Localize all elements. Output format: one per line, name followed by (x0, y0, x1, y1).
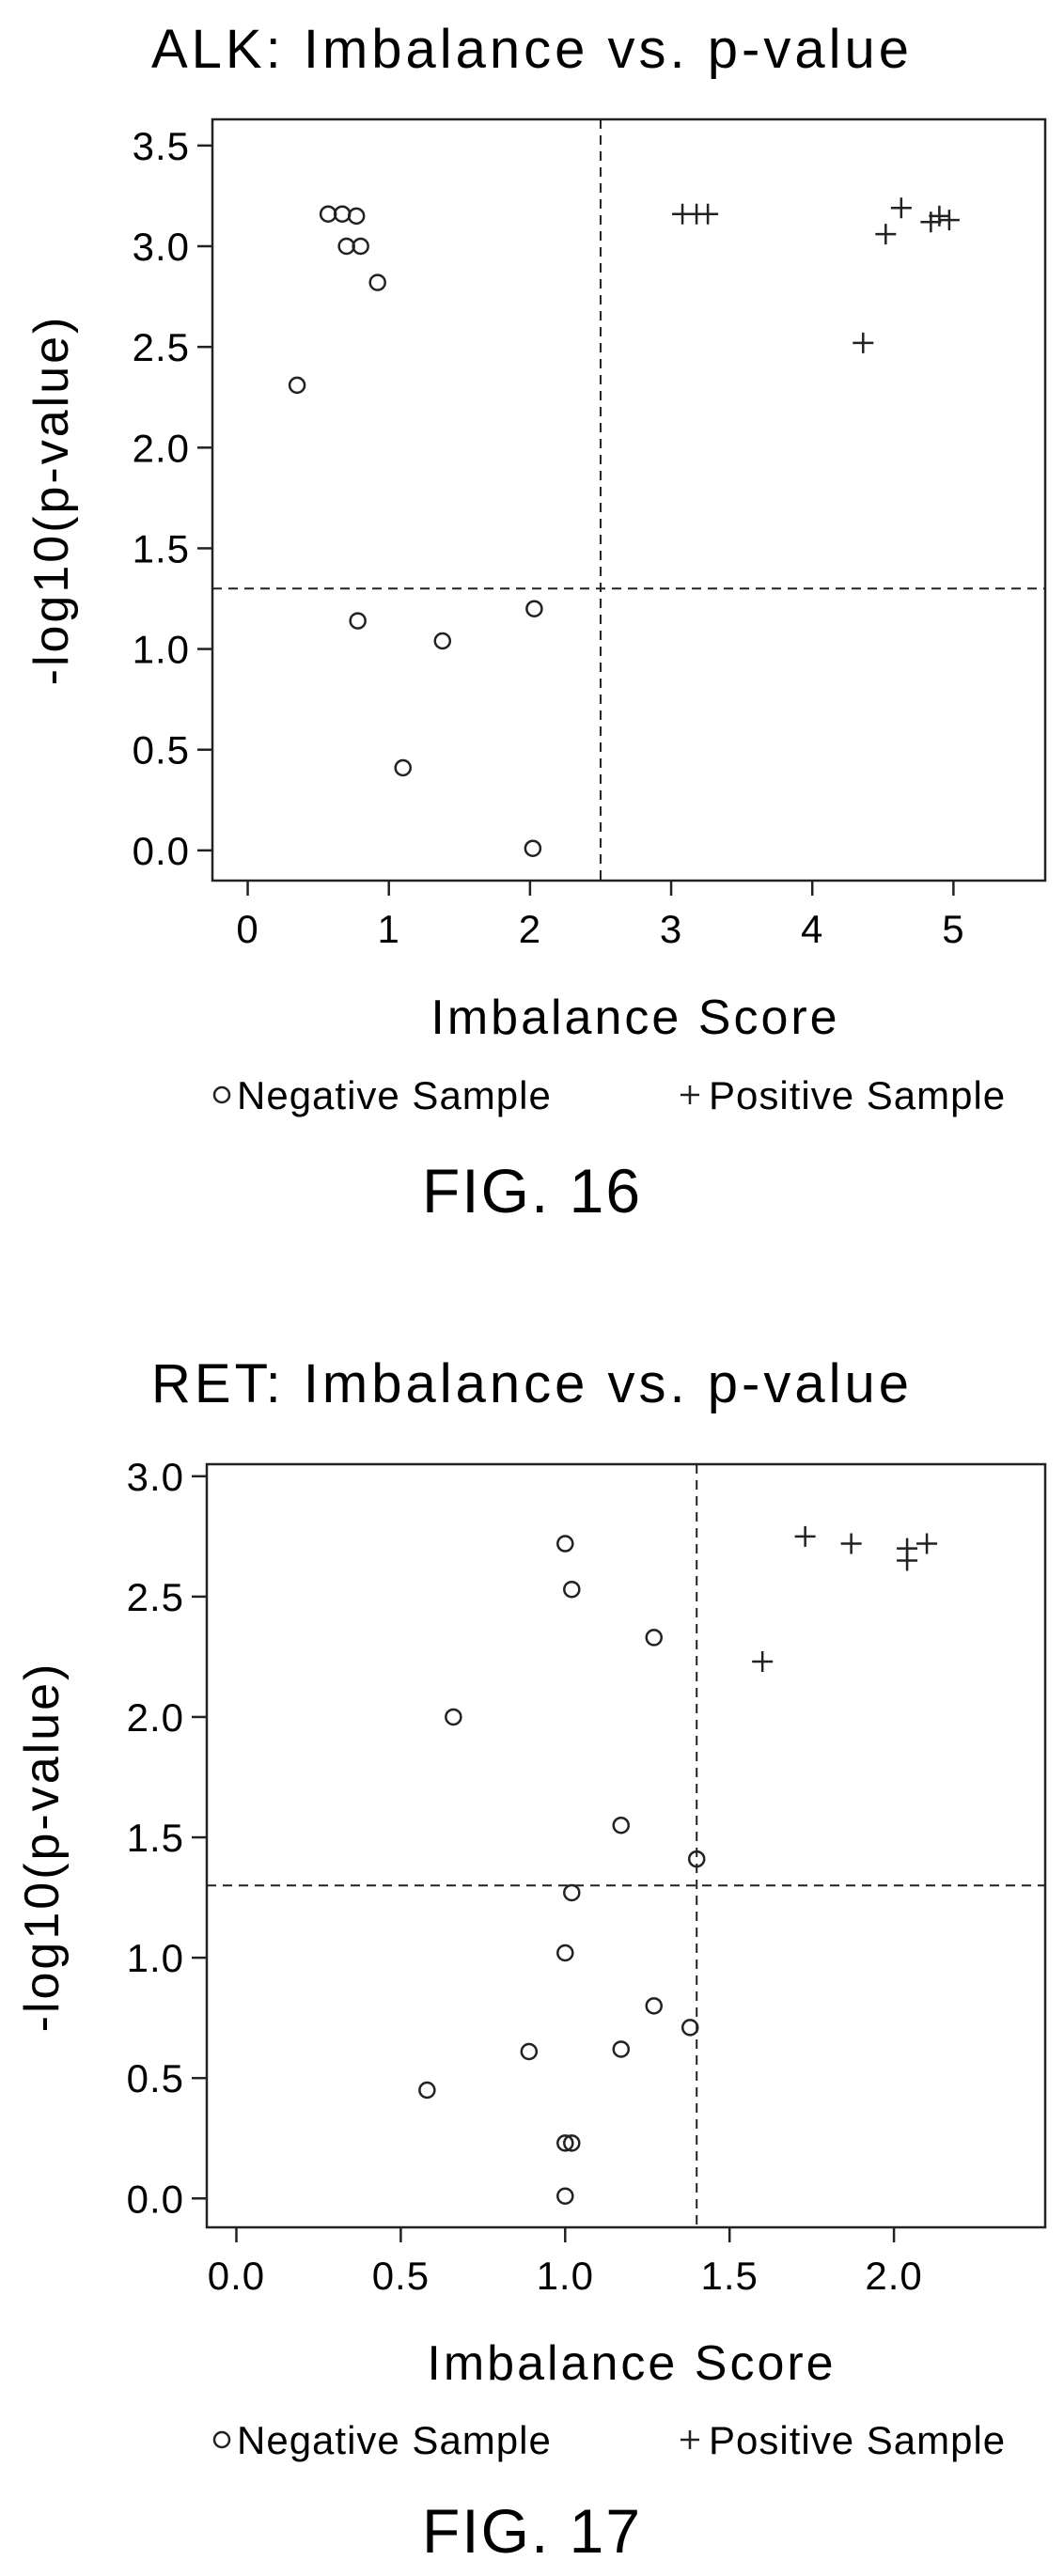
legend-plus-marker (681, 2430, 699, 2449)
x-tick-label: 5 (942, 907, 964, 951)
negative-sample-point (520, 2042, 539, 2061)
y-tick-label: 0.0 (127, 2177, 184, 2221)
legend-negative-label: Negative Sample (237, 1073, 552, 1117)
negative-sample-point (612, 2040, 631, 2058)
legend-circle-marker (212, 2430, 231, 2449)
y-tick-label: 3.0 (127, 1455, 184, 1499)
y-tick-label: 0.5 (133, 728, 190, 773)
plot-frame (211, 117, 1047, 882)
negative-sample-point (525, 600, 543, 617)
positive-sample-point (897, 1538, 918, 1559)
x-tick-label: 2 (519, 907, 541, 951)
positive-sample-point (890, 197, 912, 219)
negative-sample-point (612, 1816, 631, 1834)
legend-positive-label: Positive Sample (709, 2418, 1006, 2462)
positive-sample-point (853, 332, 874, 353)
negative-sample-point (349, 612, 367, 630)
y-tick-label: 3.5 (133, 124, 190, 168)
y-tick-label: 0.5 (127, 2056, 184, 2100)
negative-sample-point (288, 376, 306, 395)
positive-sample-point (938, 210, 960, 231)
plot-frame (205, 1462, 1047, 2229)
legend-plus-marker (681, 1085, 699, 1104)
y-tick-label: 1.0 (133, 628, 190, 672)
negative-sample-point (645, 1629, 663, 1647)
negative-sample-point (681, 2019, 699, 2037)
positive-sample-point (840, 1533, 862, 1554)
figure-label: FIG. 16 (422, 1156, 642, 1226)
x-tick-label: 0.5 (372, 2254, 430, 2298)
x-tick-label: 1.0 (537, 2254, 594, 2298)
figure-16: ALK: Imbalance vs. p-value 0.0 0.5 1.0 1.5 2… (0, 0, 1064, 1259)
positive-sample-point (875, 224, 897, 245)
negative-sample-point (418, 2081, 436, 2100)
y-axis-label: -log10(p-value) (24, 315, 79, 686)
figure-label: FIG. 17 (422, 2496, 642, 2566)
y-tick-label: 2.5 (127, 1575, 184, 1619)
negative-sample-point (524, 839, 542, 857)
negative-sample-point (556, 2187, 574, 2205)
legend: Negative Sample Positive Sample (212, 1073, 1006, 1117)
positive-sample-point (916, 1533, 938, 1554)
negative-sample-point (337, 237, 355, 256)
ret-scatter-chart: RET: Imbalance vs. p-value 0.0 0.5 1.0 1.5 2… (15, 1353, 1047, 2566)
figure-17: RET: Imbalance vs. p-value 0.0 0.5 1.0 1.5 2… (0, 1316, 1064, 2576)
negative-sample-point (333, 205, 352, 223)
positive-sample-point (920, 211, 942, 233)
y-tick-label: 1.5 (133, 526, 190, 570)
y-axis-label: -log10(p-value) (15, 1662, 70, 2033)
negative-sample-point (563, 1580, 581, 1599)
legend-positive-label: Positive Sample (709, 1073, 1006, 1117)
positive-sample-point (752, 1651, 774, 1673)
negative-sample-point (319, 205, 337, 223)
y-tick-label: 0.0 (133, 829, 190, 873)
chart-title: RET: Imbalance vs. p-value (151, 1353, 913, 1414)
negative-sample-point (445, 1708, 462, 1726)
alk-scatter-chart: ALK: Imbalance vs. p-value 0.0 0.5 1.0 1.5 2… (24, 19, 1047, 1226)
x-tick-label: 1 (378, 907, 400, 951)
x-tick-label: 0.0 (208, 2254, 265, 2298)
y-tick-label: 3.0 (133, 225, 190, 269)
y-tick-label: 1.0 (127, 1936, 184, 1980)
legend-circle-marker (212, 1085, 231, 1104)
y-tick-label: 2.0 (127, 1695, 184, 1740)
x-axis-label: Imbalance Score (430, 991, 839, 1045)
negative-sample-point (433, 632, 452, 650)
positive-sample-point (929, 205, 950, 226)
legend: Negative Sample Positive Sample (212, 2418, 1006, 2462)
x-tick-label: 4 (801, 907, 823, 951)
negative-sample-point (352, 237, 369, 256)
x-tick-label: 2.0 (865, 2254, 922, 2298)
negative-sample-point (556, 1944, 574, 1962)
negative-sample-point (563, 2134, 581, 2152)
negative-sample-point (687, 1850, 706, 1868)
negative-sample-point (556, 2134, 574, 2152)
legend-negative-label: Negative Sample (237, 2418, 552, 2462)
y-tick-label: 2.0 (133, 426, 190, 470)
positive-sample-point (794, 1525, 816, 1547)
negative-sample-point (563, 1883, 581, 1902)
x-axis-label: Imbalance Score (427, 2336, 836, 2391)
negative-sample-point (368, 273, 386, 291)
x-tick-label: 0 (236, 907, 258, 951)
chart-title: ALK: Imbalance vs. p-value (151, 19, 913, 80)
positive-sample-point (697, 203, 719, 225)
negative-sample-point (347, 207, 366, 226)
x-tick-label: 1.5 (700, 2254, 758, 2298)
negative-sample-point (645, 1997, 663, 2015)
y-tick-label: 2.5 (133, 325, 190, 369)
y-tick-label: 1.5 (127, 1816, 184, 1860)
negative-sample-point (556, 1535, 574, 1553)
negative-sample-point (394, 758, 412, 777)
x-tick-label: 3 (660, 907, 682, 951)
